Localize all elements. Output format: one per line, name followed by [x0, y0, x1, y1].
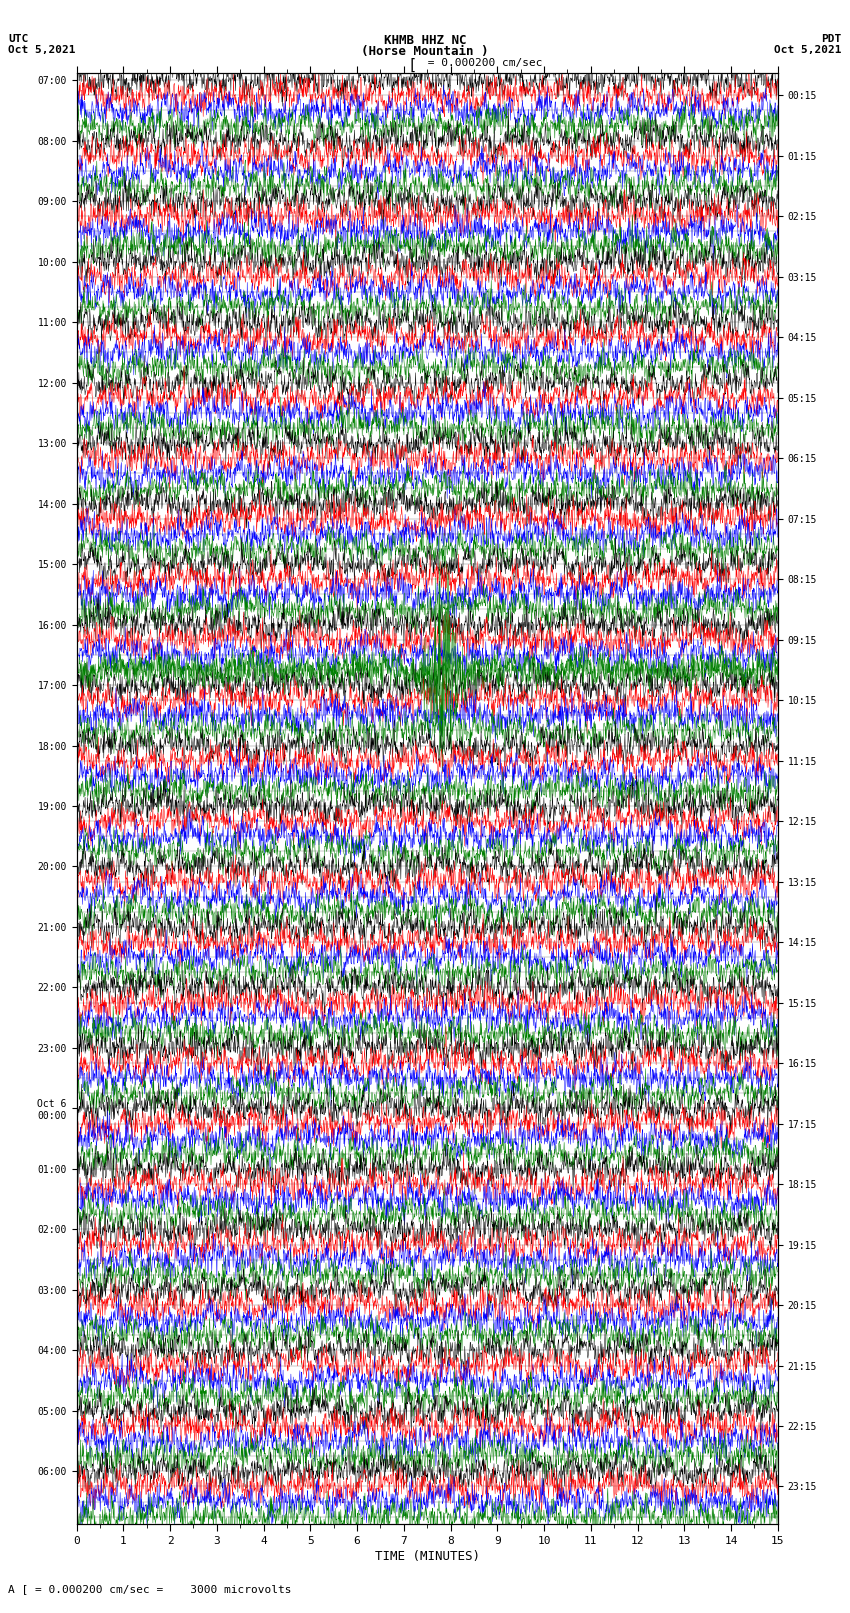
Text: Oct 5,2021: Oct 5,2021	[8, 45, 76, 55]
Text: PDT: PDT	[821, 34, 842, 44]
Text: (Horse Mountain ): (Horse Mountain )	[361, 45, 489, 58]
Text: UTC: UTC	[8, 34, 29, 44]
Text: KHMB HHZ NC: KHMB HHZ NC	[383, 34, 467, 47]
Text: Oct 5,2021: Oct 5,2021	[774, 45, 842, 55]
X-axis label: TIME (MINUTES): TIME (MINUTES)	[375, 1550, 479, 1563]
Text: [: [	[408, 58, 416, 73]
Text: A [ = 0.000200 cm/sec =    3000 microvolts: A [ = 0.000200 cm/sec = 3000 microvolts	[8, 1584, 292, 1594]
Text: = 0.000200 cm/sec: = 0.000200 cm/sec	[421, 58, 542, 68]
